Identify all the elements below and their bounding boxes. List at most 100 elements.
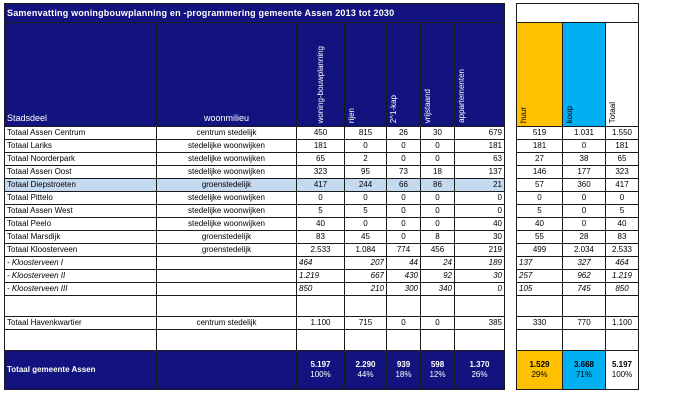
- total-label: Totaal gemeente Assen: [4, 350, 157, 390]
- subrow-name: - Kloosterveen I: [4, 256, 157, 270]
- total-totaal: 5.197: [611, 360, 633, 369]
- cell-appartementen: 21: [454, 178, 505, 192]
- cell-huur: 146: [516, 165, 563, 179]
- total-plan: 5.197: [310, 360, 331, 369]
- cell-totaal: 1.550: [605, 126, 639, 140]
- header-woonmilieu: woonmilieu: [156, 22, 297, 127]
- cell-kap: 44: [386, 256, 421, 270]
- cell-appartementen: 0: [454, 204, 505, 218]
- cell-rijen: 5: [344, 204, 387, 218]
- cell-koop: 745: [562, 282, 606, 296]
- subrow-name: - Kloosterveen II: [4, 269, 157, 283]
- cell-vrijstaand: 86: [420, 178, 455, 192]
- cell-totaal: 5: [605, 204, 639, 218]
- cell-totaal: 40: [605, 217, 639, 231]
- row-woonmilieu: groenstedelijk: [156, 178, 297, 192]
- cell-huur: 40: [516, 217, 563, 231]
- cell-koop: 38: [562, 152, 606, 166]
- cell-rijen: 244: [344, 178, 387, 192]
- cell-appartementen: 385: [454, 316, 505, 330]
- cell-rijen: 0: [344, 139, 387, 153]
- cell-koop: 28: [562, 230, 606, 244]
- cell-plan: 181: [296, 139, 345, 153]
- total-huur: 1.529: [529, 360, 550, 369]
- row-name: Totaal Lariks: [4, 139, 157, 153]
- cell-kap: 300: [386, 282, 421, 296]
- cell-huur: 137: [516, 256, 563, 270]
- cell-vrijstaand: 456: [420, 243, 455, 257]
- cell-vrijstaand: 340: [420, 282, 455, 296]
- cell-koop: 327: [562, 256, 606, 270]
- cell-totaal: 464: [605, 256, 639, 270]
- cell-totaal: 0: [605, 191, 639, 205]
- cell-plan: 83: [296, 230, 345, 244]
- total-kap: 939: [396, 360, 411, 369]
- table-row-total: Totaal gemeente Assen 5.197 100% 2.290 44%…: [4, 350, 639, 390]
- table-row: Totaal Lariks stedelijke woonwijken 181 0 0 0…: [4, 139, 639, 153]
- header-woningbouwplanning: woning-bouwplanning: [315, 45, 325, 123]
- row-name: Totaal Peelo: [4, 217, 157, 231]
- row-woonmilieu: stedelijke woonwijken: [156, 191, 297, 205]
- cell-kap: 66: [386, 178, 421, 192]
- table-row: Totaal Assen Oost stedelijke woonwijken 32…: [4, 165, 639, 179]
- cell-koop: 962: [562, 269, 606, 283]
- header-appartementen: appartementen: [457, 69, 466, 123]
- table-row: Totaal Noorderpark stedelijke woonwijken 6…: [4, 152, 639, 166]
- row-woonmilieu: stedelijke woonwijken: [156, 139, 297, 153]
- cell-koop: 2.034: [562, 243, 606, 257]
- cell-huur: 5: [516, 204, 563, 218]
- table-row: Totaal Marsdijk groenstedelijk 83 45 0 8 30 55 2…: [4, 230, 639, 244]
- cell-plan: 5: [296, 204, 345, 218]
- cell-koop: 0: [562, 191, 606, 205]
- cell-appartementen: 679: [454, 126, 505, 140]
- cell-totaal: 65: [605, 152, 639, 166]
- cell-plan: 323: [296, 165, 345, 179]
- cell-plan: 850: [296, 282, 345, 296]
- cell-kap: 430: [386, 269, 421, 283]
- cell-kap: 774: [386, 243, 421, 257]
- cell-totaal: 417: [605, 178, 639, 192]
- cell-koop: 770: [562, 316, 606, 330]
- cell-rijen: 715: [344, 316, 387, 330]
- cell-appartementen: 30: [454, 269, 505, 283]
- cell-koop: 0: [562, 217, 606, 231]
- row-name: Totaal Assen West: [4, 204, 157, 218]
- table-row: Totaal Pittelo stedelijke woonwijken 0 0 0 0 0…: [4, 191, 639, 205]
- cell-rijen: 2: [344, 152, 387, 166]
- table-row: Totaal Diepstroeten groenstedelijk 417 244 6…: [4, 178, 639, 192]
- row-name: Totaal Assen Oost: [4, 165, 157, 179]
- table-row: Totaal Assen West stedelijke woonwijken 5 5…: [4, 204, 639, 218]
- row-name: Totaal Havenkwartier: [4, 316, 157, 330]
- cell-plan: 65: [296, 152, 345, 166]
- cell-huur: 257: [516, 269, 563, 283]
- cell-vrijstaand: 0: [420, 152, 455, 166]
- total-plan-pct: 100%: [310, 370, 331, 379]
- row-name: Totaal Noorderpark: [4, 152, 157, 166]
- cell-huur: 181: [516, 139, 563, 153]
- header-stadsdeel: Stadsdeel: [4, 22, 157, 127]
- cell-rijen: 667: [344, 269, 387, 283]
- row-woonmilieu: centrum stedelijk: [156, 316, 297, 330]
- header-totaal: Totaal: [608, 101, 617, 123]
- cell-kap: 26: [386, 126, 421, 140]
- row-name: Totaal Kloosterveen: [4, 243, 157, 257]
- cell-huur: 57: [516, 178, 563, 192]
- cell-rijen: 0: [344, 191, 387, 205]
- total-koop-pct: 71%: [575, 370, 592, 379]
- cell-vrijstaand: 0: [420, 191, 455, 205]
- row-woonmilieu: centrum stedelijk: [156, 126, 297, 140]
- total-huur-pct: 29%: [531, 370, 548, 379]
- cell-plan: 2.533: [296, 243, 345, 257]
- table-row: Totaal Peelo stedelijke woonwijken 40 0 0 0 40…: [4, 217, 639, 231]
- cell-kap: 0: [386, 217, 421, 231]
- header-vrijstaand: vrijstaand: [423, 88, 432, 123]
- cell-rijen: 210: [344, 282, 387, 296]
- cell-plan: 450: [296, 126, 345, 140]
- cell-koop: 0: [562, 204, 606, 218]
- total-vrijstaand-pct: 12%: [429, 370, 446, 379]
- table-title: Samenvatting woningbouwplanning en -prog…: [4, 3, 505, 23]
- cell-appartementen: 0: [454, 282, 505, 296]
- row-woonmilieu: stedelijke woonwijken: [156, 165, 297, 179]
- header-koop: koop: [565, 105, 574, 123]
- cell-vrijstaand: 92: [420, 269, 455, 283]
